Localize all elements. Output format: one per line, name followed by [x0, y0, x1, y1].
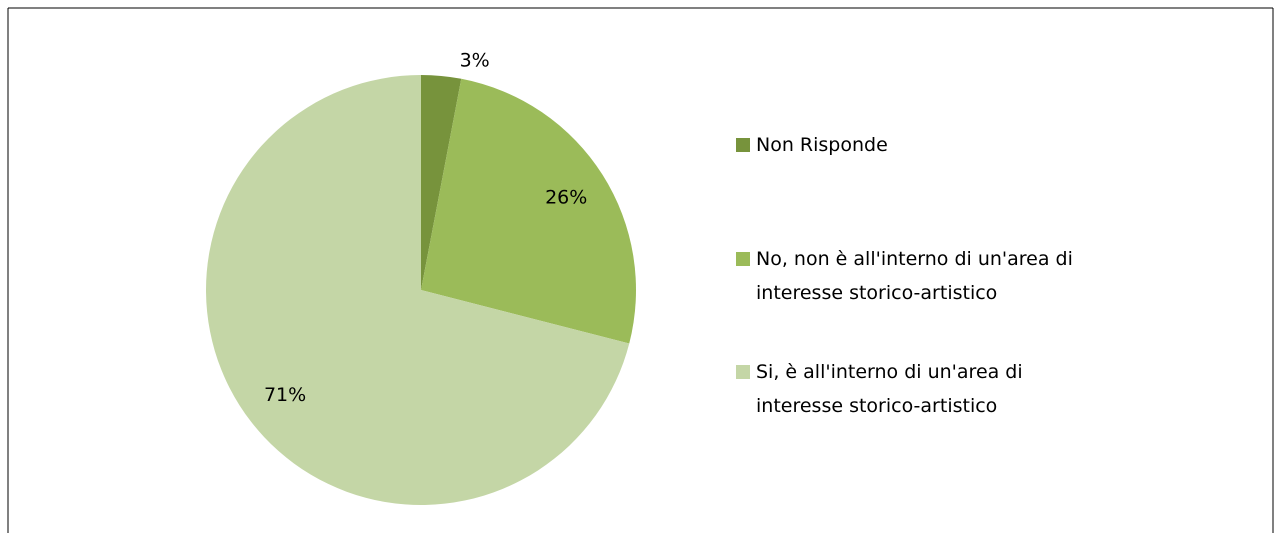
data-label: 26% — [545, 186, 587, 208]
legend-swatch — [736, 138, 750, 152]
data-label: 71% — [264, 384, 306, 406]
legend-label: Si, è all'interno di un'area di interess… — [756, 361, 1023, 417]
pie-slice — [205, 75, 630, 505]
pie-slice — [421, 75, 462, 290]
data-label: 3% — [460, 49, 490, 71]
pie-slice — [421, 78, 636, 344]
legend-label: No, non è all'interno di un'area di inte… — [756, 248, 1073, 304]
legend-swatch — [736, 252, 750, 266]
legend-swatch — [736, 365, 750, 379]
legend-label: Non Risponde — [756, 134, 888, 156]
